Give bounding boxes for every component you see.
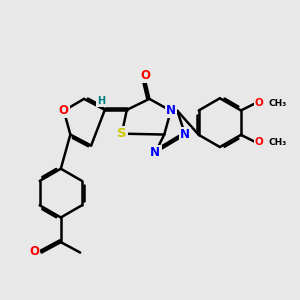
Text: N: N	[180, 128, 190, 141]
Text: O: O	[29, 244, 39, 258]
Text: O: O	[59, 104, 69, 117]
Text: N: N	[166, 104, 176, 117]
Text: S: S	[117, 127, 127, 140]
Text: O: O	[254, 98, 263, 108]
Text: CH₃: CH₃	[268, 98, 286, 107]
Text: O: O	[140, 69, 150, 82]
Text: N: N	[150, 146, 160, 159]
Text: O: O	[254, 137, 263, 147]
Text: CH₃: CH₃	[268, 138, 286, 147]
Text: H: H	[97, 96, 105, 106]
